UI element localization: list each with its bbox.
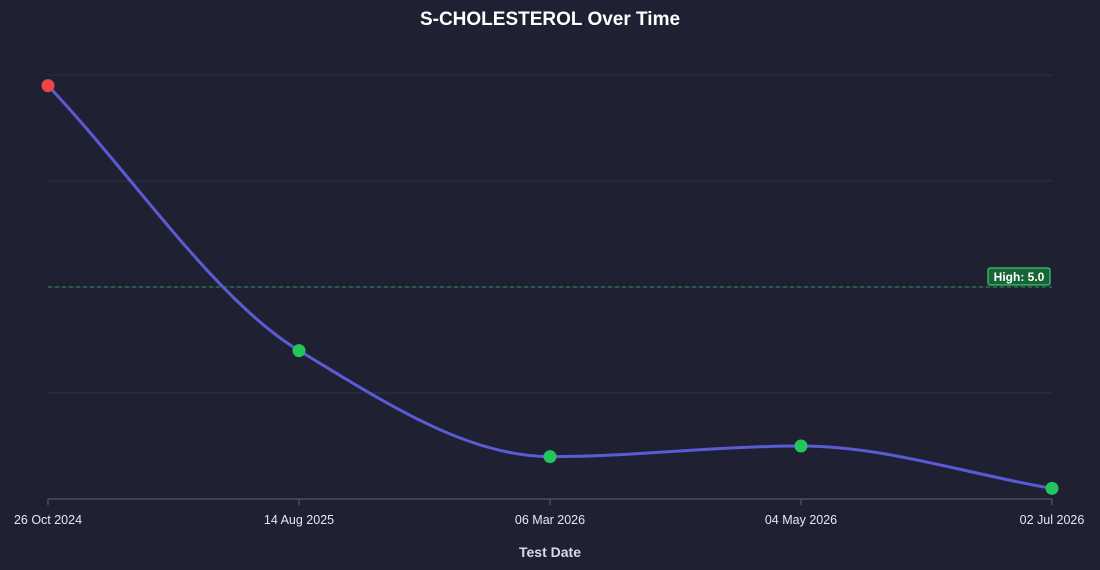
- x-tick-label: 26 Oct 2024: [14, 513, 82, 527]
- reference-line-group: High: 5.0: [48, 267, 1052, 288]
- data-point-2[interactable]: [292, 344, 306, 358]
- data-point-3[interactable]: [543, 450, 557, 464]
- grid-lines: [48, 74, 1052, 394]
- high-reference-badge: [987, 267, 1051, 286]
- data-points: [41, 79, 1059, 495]
- data-point-1[interactable]: [41, 79, 55, 93]
- data-point-4[interactable]: [794, 439, 808, 453]
- x-tick-label: 14 Aug 2025: [264, 513, 334, 527]
- series-line: [46, 84, 1054, 490]
- data-point-5[interactable]: [1045, 481, 1059, 495]
- x-tick-label: 02 Jul 2026: [1020, 513, 1085, 527]
- x-tick-label: 04 May 2026: [765, 513, 837, 527]
- high-reference-label: High: 5.0: [994, 270, 1045, 284]
- x-tick-label: 06 Mar 2026: [515, 513, 585, 527]
- x-axis-title: Test Date: [519, 544, 581, 560]
- chart-title: S-CHOLESTEROL Over Time: [419, 9, 681, 30]
- x-axis-ticks: 26 Oct 2024 14 Aug 2025 06 Mar 2026 04 May …: [14, 499, 1084, 527]
